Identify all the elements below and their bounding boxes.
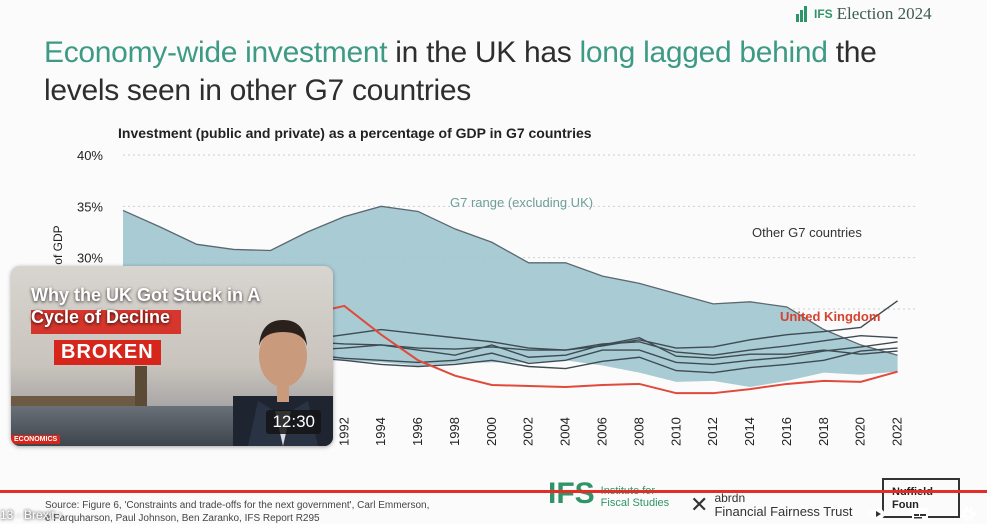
headline-part: in the UK has — [387, 36, 580, 69]
person-image — [233, 320, 333, 446]
x-tick-label: 2000 — [484, 417, 499, 446]
x-tick-label: 2004 — [558, 417, 573, 446]
abrdn-x-icon: ✕ — [690, 492, 709, 517]
x-tick-label: 1994 — [373, 417, 388, 446]
ifs-logo-mark: IFS — [548, 477, 595, 510]
headline-part: the levels seen in other G7 countries — [44, 36, 877, 107]
brand-short: IFS — [814, 7, 833, 21]
x-tick-label: 2022 — [890, 417, 905, 446]
progress-bar[interactable] — [0, 490, 987, 493]
ifs-election-brand: IFS Election 2024 — [796, 4, 932, 24]
chevron-right-icon: › — [58, 508, 63, 522]
x-tick-label: 2010 — [668, 417, 683, 446]
channel-tag: ECONOMICS — [11, 435, 61, 444]
others-annotation: Other G7 countries — [752, 225, 862, 240]
ifs-logo: IFS Institute for Fiscal Studies — [548, 477, 670, 510]
autoplay-toggle-icon[interactable] — [866, 504, 886, 524]
nuffield-line: Foun — [892, 499, 919, 511]
x-tick-label: 1996 — [410, 417, 425, 446]
ifs-bars-icon — [796, 6, 810, 22]
x-tick-label: 2012 — [705, 417, 720, 446]
brand-text: Election 2024 — [836, 4, 932, 23]
ifs-logo-line: Fiscal Studies — [600, 497, 670, 509]
x-tick-label: 2002 — [521, 417, 536, 446]
settings-gear-icon[interactable] — [958, 504, 978, 524]
thumbnail-red-banner — [31, 310, 181, 334]
y-tick-label: 30% — [77, 251, 103, 266]
chart-title: Investment (public and private) as a per… — [118, 125, 592, 141]
chapter-prefix: 13 · — [0, 508, 21, 522]
x-tick-label: 1992 — [336, 417, 351, 446]
video-duration: 12:30 — [266, 410, 321, 434]
range-upper-line — [122, 205, 898, 356]
x-tick-label: 2016 — [779, 417, 794, 446]
x-tick-label: 2006 — [594, 417, 609, 446]
progress-fill — [0, 490, 987, 493]
y-axis-label: of GDP — [51, 225, 65, 264]
chapter-label: Brexit — [24, 508, 55, 522]
suggested-video-card[interactable]: BROKEN Why the UK Got Stuck in A Cycle o… — [11, 266, 333, 446]
chapter-info[interactable]: 13 · Brexit › — [0, 508, 62, 522]
subtitles-icon[interactable] — [910, 504, 930, 524]
slide-headline: Economy-wide investment in the UK has lo… — [44, 34, 944, 110]
x-tick-label: 2020 — [853, 417, 868, 446]
video-title[interactable]: Why the UK Got Stuck in A Cycle of Decli… — [31, 285, 260, 327]
y-tick-label: 40% — [77, 148, 103, 163]
y-tick-label: 35% — [77, 199, 103, 214]
source-line: e Farquharson, Paul Johnson, Ben Zaranko… — [45, 513, 320, 524]
x-tick-label: 2014 — [742, 417, 757, 446]
abrdn-line: Financial Fairness Trust — [714, 504, 853, 519]
uk-annotation: United Kingdom — [780, 309, 880, 324]
x-tick-label: 2008 — [631, 417, 646, 446]
abrdn-line: abrdn — [714, 491, 746, 505]
player-controls: 13 · Brexit › — [0, 503, 987, 524]
x-tick-label: 2018 — [816, 417, 831, 446]
x-tick-label: 1998 — [447, 417, 462, 446]
headline-part: long lagged behind — [579, 36, 828, 69]
range-annotation: G7 range (excluding UK) — [450, 195, 593, 210]
source-note: Source: Figure 6, 'Constraints and trade… — [45, 499, 429, 525]
abrdn-logo: ✕ abrdn Financial Fairness Trust — [690, 491, 853, 519]
headline-part: Economy-wide investment — [44, 36, 388, 69]
thumbnail-text: BROKEN — [54, 340, 161, 365]
source-line: Source: Figure 6, 'Constraints and trade… — [45, 500, 430, 511]
